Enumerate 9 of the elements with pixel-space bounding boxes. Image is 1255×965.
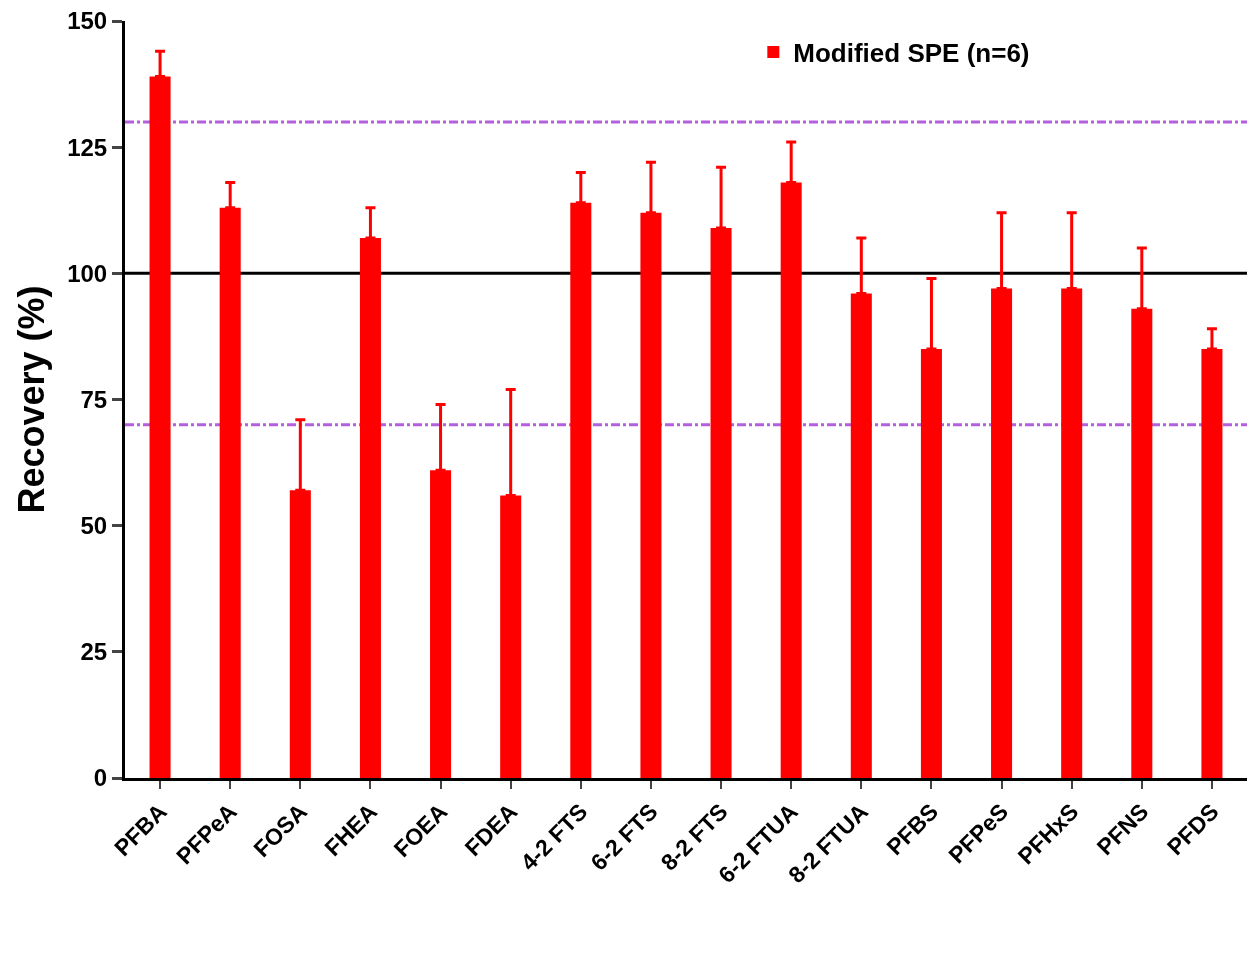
legend-label: Modified SPE (n=6) (793, 38, 1030, 69)
y-tick-label: 0 (93, 764, 108, 792)
y-tick-label: 125 (67, 133, 108, 161)
y-tick-label: 25 (80, 638, 108, 666)
y-tick-label: 150 (67, 7, 108, 35)
y-tick-label: 50 (80, 512, 108, 540)
y-axis-title: Recovery (%) (11, 285, 53, 514)
y-tick-label: 75 (80, 385, 108, 413)
y-tick-label: 100 (67, 259, 108, 287)
